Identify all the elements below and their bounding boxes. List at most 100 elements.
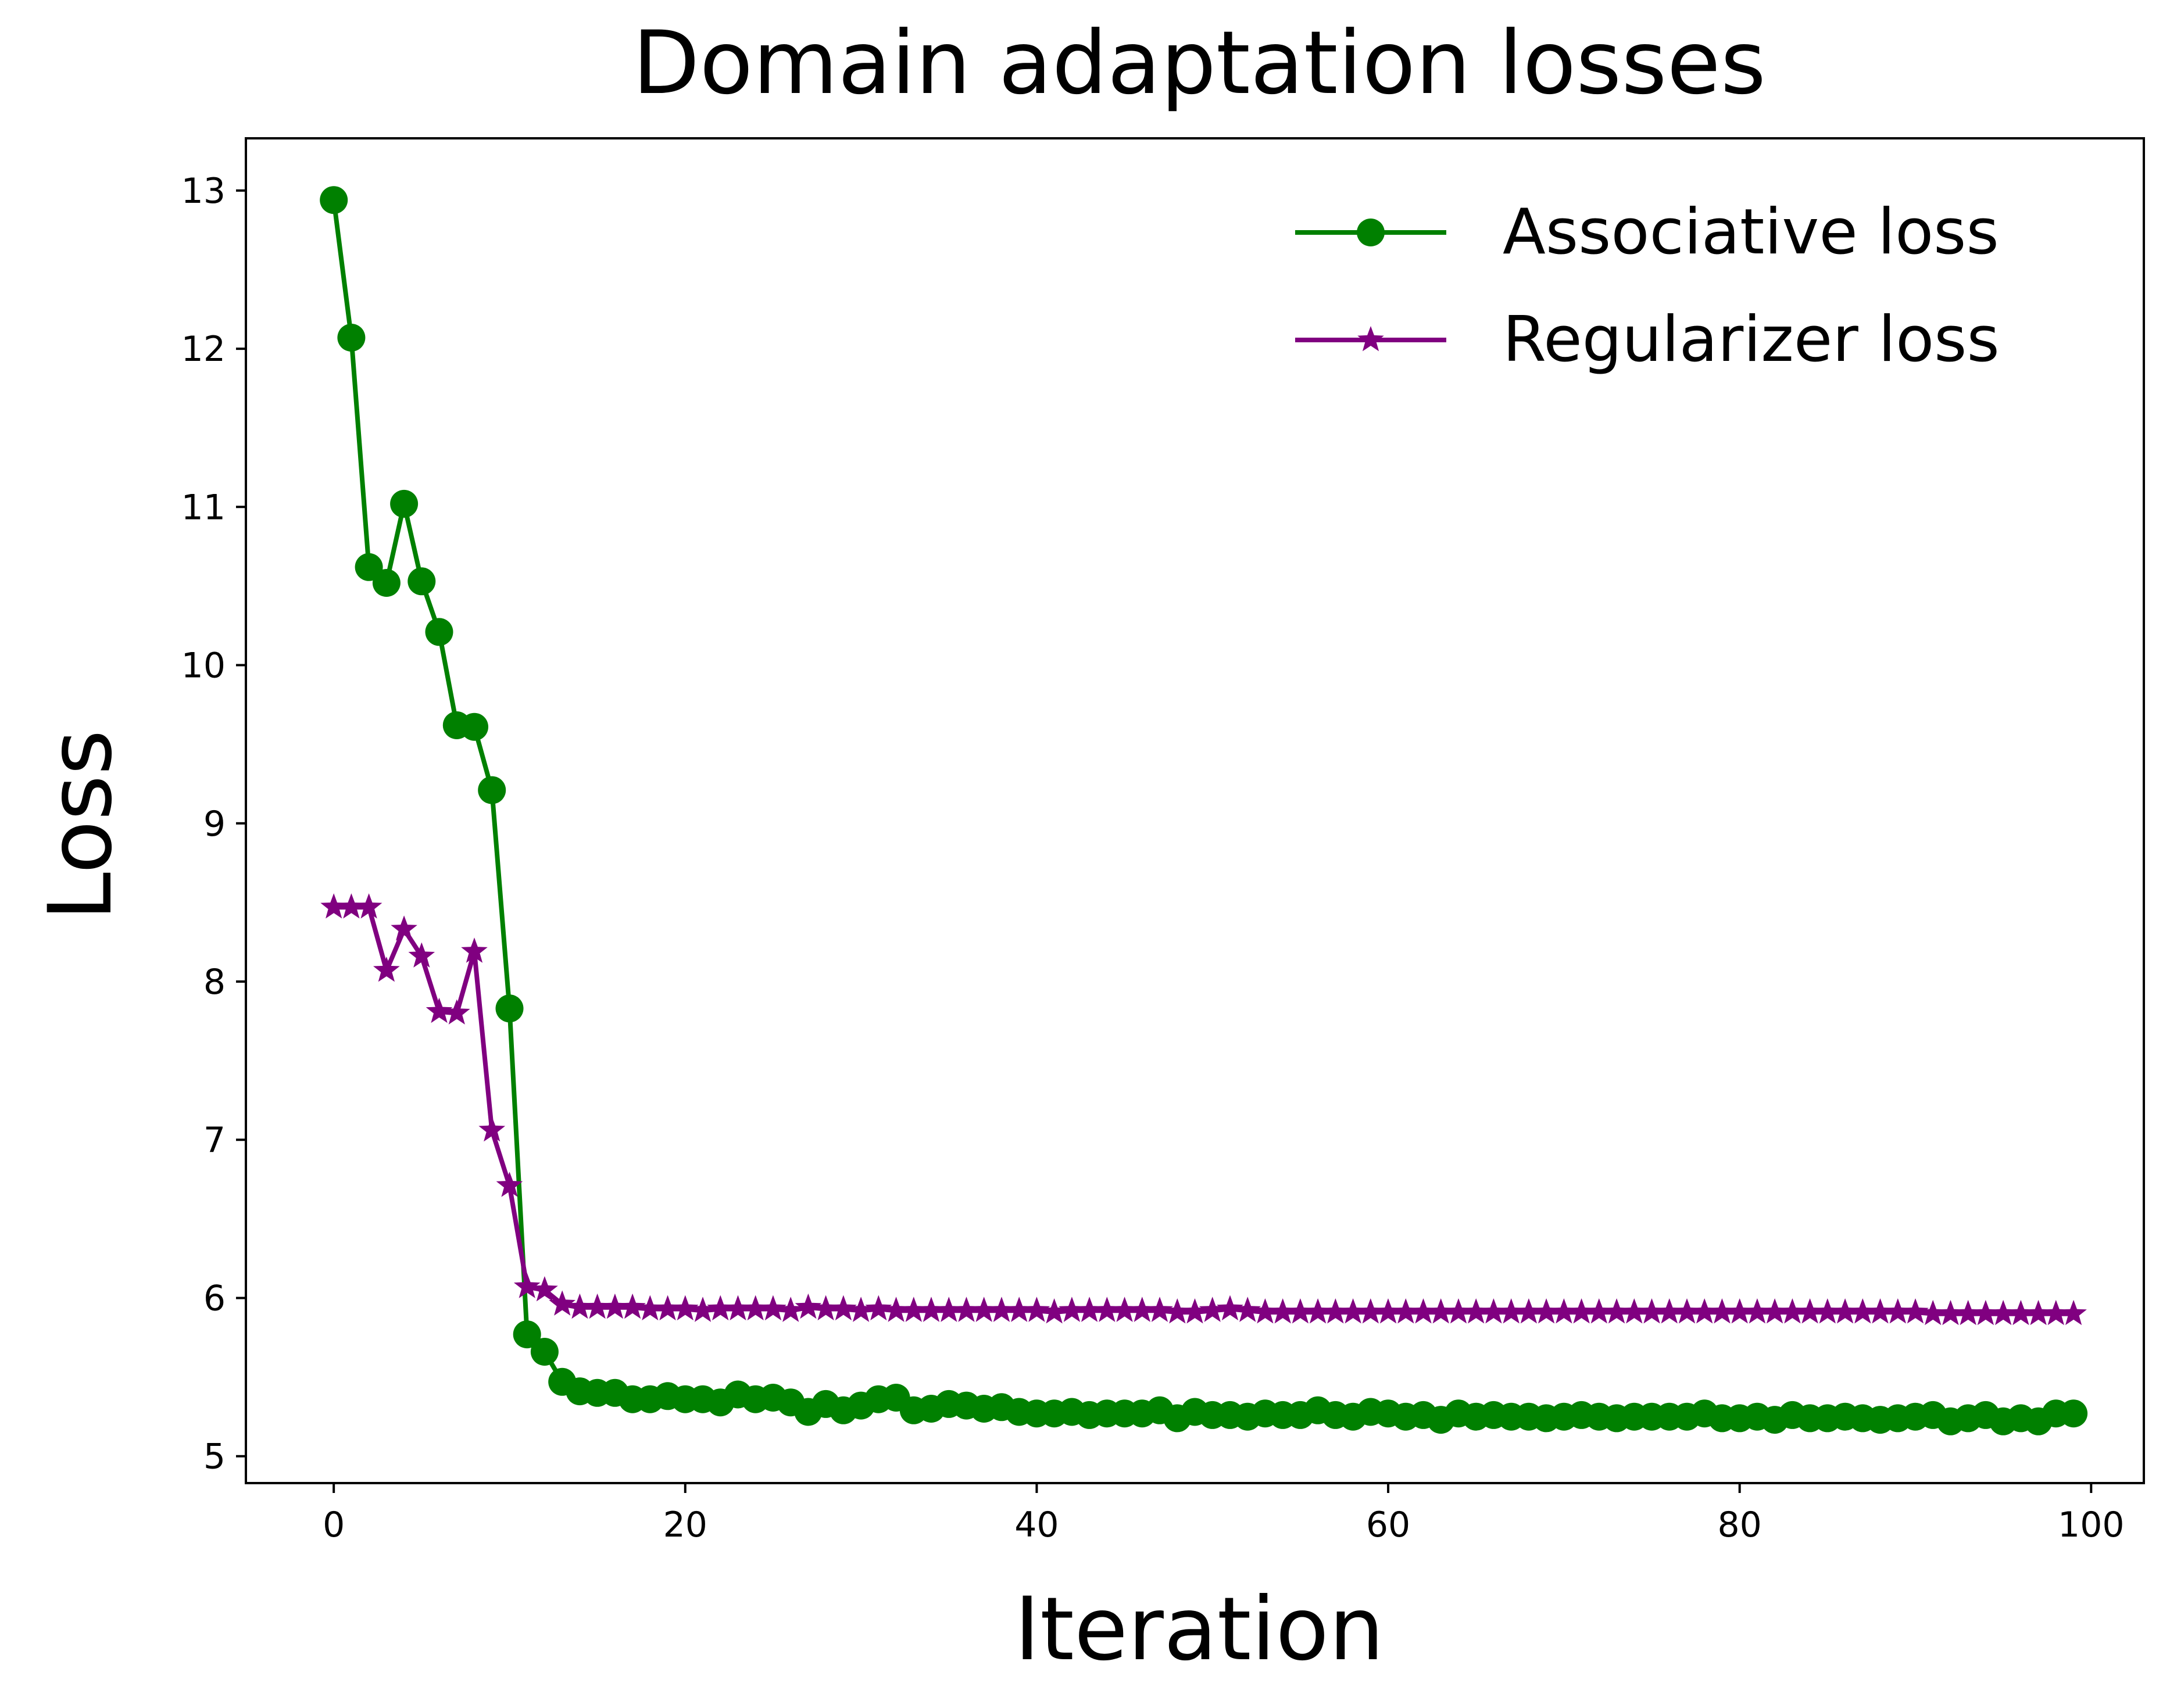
- data-point: [1006, 1297, 1032, 1322]
- data-point: [1497, 1298, 1525, 1324]
- data-point: [320, 186, 348, 214]
- data-point: [2043, 1299, 2069, 1326]
- data-point: [1427, 1298, 1454, 1324]
- series-regularizer-loss: [320, 893, 2087, 1326]
- data-point: [619, 1293, 646, 1319]
- data-point: [408, 942, 435, 968]
- chart-title: Domain adaptation losses: [632, 13, 1766, 114]
- data-point: [637, 1295, 664, 1320]
- data-point: [391, 915, 417, 941]
- data-point: [2060, 1399, 2088, 1428]
- data-point: [1814, 1298, 1841, 1324]
- data-point: [460, 712, 488, 741]
- data-point: [425, 618, 453, 646]
- data-point: [1708, 1298, 1736, 1324]
- data-point: [1181, 1298, 1209, 1324]
- x-tick-label: 100: [2058, 1505, 2125, 1545]
- data-point: [531, 1276, 558, 1302]
- y-tick-label: 10: [181, 646, 226, 686]
- data-point: [1761, 1298, 1788, 1324]
- data-point: [777, 1297, 804, 1322]
- data-point: [355, 893, 382, 919]
- data-point: [1796, 1298, 1824, 1324]
- data-point: [461, 937, 488, 963]
- data-point: [1867, 1298, 1894, 1324]
- data-point: [338, 893, 365, 919]
- data-point: [1972, 1299, 1999, 1326]
- data-point: [513, 1273, 541, 1298]
- data-point: [1199, 1297, 1226, 1322]
- data-point: [1129, 1297, 1156, 1322]
- data-point: [1217, 1295, 1243, 1320]
- data-point: [848, 1297, 874, 1322]
- data-point: [1392, 1298, 1420, 1324]
- data-point: [1744, 1298, 1771, 1324]
- data-point: [900, 1297, 927, 1322]
- data-point: [672, 1295, 699, 1320]
- x-tick-label: 40: [1014, 1505, 1059, 1545]
- y-tick-label: 6: [203, 1278, 226, 1319]
- data-point: [337, 324, 366, 352]
- data-point: [478, 1116, 506, 1142]
- axes-frame: [245, 137, 2145, 1484]
- data-point: [1357, 1298, 1384, 1324]
- x-axis-label: Iteration: [1014, 1579, 1384, 1680]
- data-point: [2007, 1299, 2035, 1326]
- data-point: [1111, 1297, 1138, 1322]
- data-point: [724, 1295, 752, 1320]
- data-point: [495, 994, 524, 1023]
- data-point: [1480, 1298, 1507, 1324]
- data-point: [1884, 1298, 1911, 1324]
- data-point: [496, 1172, 523, 1197]
- data-point: [373, 957, 400, 982]
- y-axis-label: Loss: [30, 729, 131, 921]
- data-point: [1287, 1298, 1314, 1324]
- data-point: [1603, 1298, 1630, 1324]
- data-point: [1041, 1298, 1068, 1324]
- data-point: [830, 1295, 857, 1320]
- data-point: [390, 489, 419, 518]
- data-point: [1656, 1298, 1683, 1324]
- data-point: [513, 1320, 541, 1349]
- data-point: [1849, 1298, 1876, 1324]
- data-point: [812, 1295, 839, 1320]
- data-point: [2060, 1299, 2087, 1326]
- data-point: [1586, 1298, 1613, 1324]
- data-point: [1322, 1298, 1349, 1324]
- data-point: [953, 1297, 980, 1322]
- data-point: [1832, 1298, 1858, 1324]
- data-point: [882, 1297, 910, 1322]
- legend-label: Associative loss: [1503, 196, 1999, 268]
- data-point: [865, 1295, 892, 1320]
- data-point: [602, 1293, 628, 1319]
- data-point: [988, 1297, 1015, 1322]
- data-point: [426, 997, 453, 1023]
- axes: 0 20 40 60 80 100 5 6 7 8 9 10 11 12 13: [181, 137, 2145, 1545]
- y-tick-label: 5: [203, 1437, 226, 1477]
- data-point: [372, 569, 401, 597]
- y-tick-label: 7: [203, 1120, 226, 1161]
- legend: Associative loss Regularizer loss: [1295, 196, 2000, 376]
- x-tick-label: 60: [1366, 1505, 1410, 1545]
- data-point: [1252, 1298, 1279, 1324]
- y-tick-label: 11: [181, 487, 226, 528]
- legend-entry: Associative loss: [1295, 196, 1999, 268]
- data-point: [549, 1290, 575, 1316]
- y-tick-label: 12: [181, 329, 226, 370]
- data-point: [1568, 1298, 1595, 1324]
- x-tick-label: 80: [1717, 1505, 1761, 1545]
- data-point: [2025, 1299, 2052, 1326]
- data-point: [1726, 1298, 1753, 1324]
- data-point: [1463, 1298, 1489, 1324]
- series-associative-loss: [320, 186, 2088, 1435]
- data-point: [760, 1295, 787, 1320]
- plot-area: [320, 186, 2088, 1435]
- x-tick-label: 0: [323, 1505, 345, 1545]
- data-point: [654, 1295, 681, 1320]
- data-point: [566, 1293, 594, 1319]
- data-point: [742, 1295, 769, 1320]
- legend-marker: [1357, 326, 1384, 352]
- data-point: [1059, 1297, 1085, 1322]
- data-point: [1937, 1299, 1964, 1326]
